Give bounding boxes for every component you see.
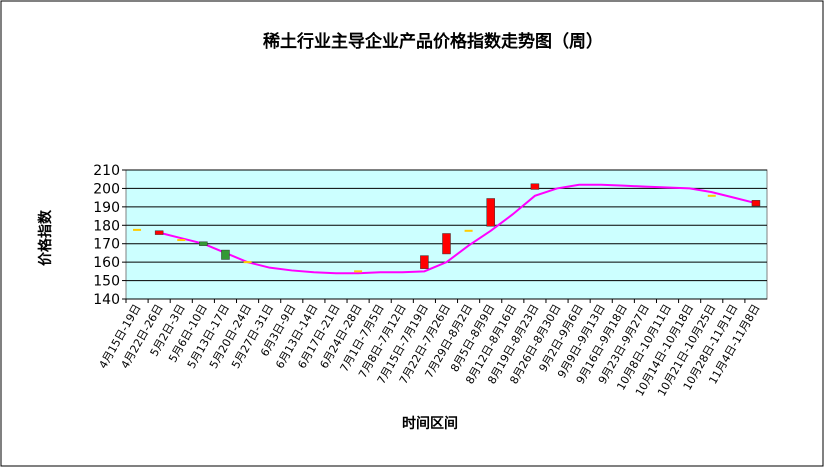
y-axis-title: 价格指数 — [37, 209, 54, 266]
candle-body — [464, 229, 473, 232]
y-tick-label: 150 — [93, 274, 120, 290]
y-tick-label: 200 — [93, 181, 120, 197]
candle-body — [221, 249, 230, 260]
candle-body — [243, 261, 252, 264]
candle-body — [486, 198, 495, 227]
candle-body — [751, 200, 761, 207]
candle-body — [133, 228, 142, 231]
y-tick-label: 140 — [93, 292, 120, 308]
chart-title: 稀土行业主导企业产品价格指数走势图（周） — [263, 31, 603, 52]
y-tick-label: 180 — [93, 218, 120, 234]
y-tick-label: 190 — [93, 200, 120, 216]
candle-body — [707, 194, 716, 197]
candle-body — [420, 255, 429, 269]
candle-body — [154, 230, 164, 235]
x-axis-title: 时间区间 — [402, 415, 458, 432]
y-tick-label: 160 — [93, 255, 120, 271]
candle-body — [177, 239, 186, 242]
candle-body — [530, 183, 540, 190]
candle-body — [199, 241, 208, 246]
candle-body — [354, 270, 363, 273]
y-tick-label: 210 — [93, 163, 120, 179]
candle-body — [442, 233, 451, 255]
price-line — [158, 183, 757, 275]
y-tick-label: 170 — [93, 237, 120, 253]
